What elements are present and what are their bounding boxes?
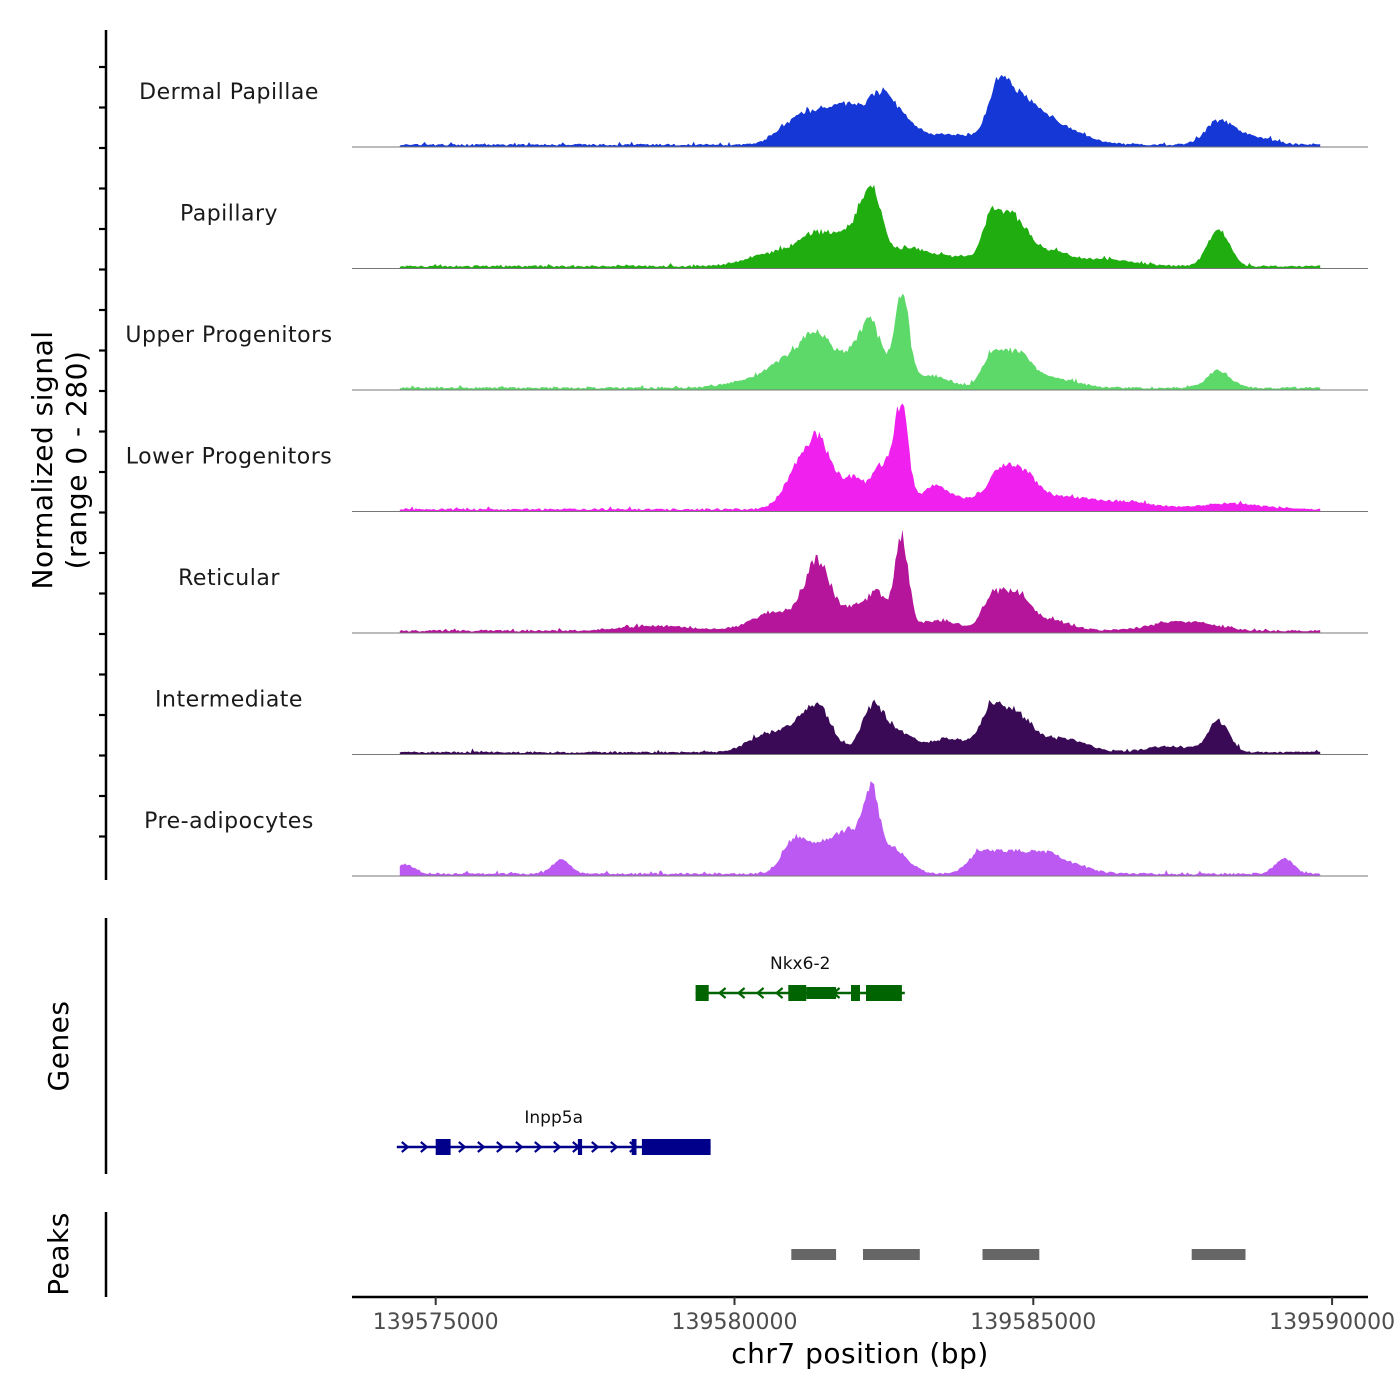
strand-arrow	[553, 1141, 562, 1153]
gene-exon	[631, 1139, 637, 1155]
strand-arrow	[477, 1141, 486, 1153]
gene-nkx6-2: Nkx6-2	[695, 954, 905, 1001]
strand-arrow	[774, 987, 784, 999]
x-tick-label: 139580000	[672, 1310, 798, 1335]
peaks-track-title: Peaks	[42, 1212, 75, 1296]
peak-region	[982, 1249, 1040, 1260]
peak-region	[863, 1249, 920, 1260]
track-label: Reticular	[178, 566, 280, 591]
signal-area	[399, 529, 1321, 633]
gene-exon	[806, 987, 837, 999]
peaks-track	[791, 1249, 1246, 1260]
gene-exon	[788, 985, 807, 1001]
signal-area	[399, 184, 1321, 269]
track-label: Dermal Papillae	[139, 80, 319, 105]
x-tick-label: 139590000	[1269, 1310, 1395, 1335]
signal-area	[399, 293, 1321, 390]
signal-area	[399, 74, 1321, 147]
gene-label: Inpp5a	[524, 1108, 583, 1128]
track-lower-progenitors: Lower Progenitors	[126, 403, 1368, 512]
track-papillary: Papillary	[180, 184, 1368, 269]
signal-area	[399, 781, 1321, 876]
gene-exon	[435, 1139, 451, 1155]
strand-arrow	[401, 1141, 410, 1153]
track-label: Upper Progenitors	[125, 323, 332, 348]
strand-arrow	[420, 1141, 429, 1153]
gene-annotation-track: Nkx6-2 Inpp5a	[396, 954, 905, 1155]
y-axis-title-line1: Normalized signal	[26, 330, 59, 589]
x-axis-title: chr7 position (bp)	[731, 1337, 989, 1370]
gene-exon	[851, 985, 860, 1001]
strand-arrow	[515, 1141, 524, 1153]
gene-exon	[866, 985, 902, 1001]
gene-label: Nkx6-2	[770, 954, 830, 974]
gene-exon	[641, 1139, 711, 1155]
x-tick-label: 139575000	[373, 1310, 499, 1335]
y-axis-title-line2: (range 0 - 280)	[60, 351, 93, 570]
strand-arrow	[496, 1141, 505, 1153]
gene-exon	[695, 985, 709, 1001]
peak-region	[1191, 1249, 1246, 1260]
strand-arrow	[534, 1141, 543, 1153]
strand-arrow	[717, 987, 727, 999]
x-axis-ticks: 139575000 139580000 139585000 139590000	[373, 1297, 1395, 1335]
strand-arrow	[736, 987, 746, 999]
track-label: Pre-adipocytes	[144, 809, 314, 834]
signal-y-axis-title: Normalized signal (range 0 - 280)	[26, 330, 93, 589]
gene-exon	[577, 1139, 583, 1155]
signal-area	[399, 699, 1321, 755]
track-label: Lower Progenitors	[126, 445, 332, 470]
strand-arrow	[610, 1141, 619, 1153]
track-label: Papillary	[180, 202, 278, 227]
signal-area	[399, 403, 1321, 512]
track-intermediate: Intermediate	[155, 688, 1368, 755]
track-reticular: Reticular	[178, 529, 1368, 634]
gene-inpp5a: Inpp5a	[396, 1108, 711, 1155]
strand-arrow	[458, 1141, 467, 1153]
track-label: Intermediate	[155, 688, 303, 713]
x-tick-label: 139585000	[970, 1310, 1096, 1335]
strand-arrow	[755, 987, 765, 999]
signal-y-axis-ticks	[99, 65, 106, 838]
track-upper-progenitors: Upper Progenitors	[125, 293, 1368, 391]
peak-region	[791, 1249, 837, 1260]
strand-arrow	[591, 1141, 600, 1153]
track-pre-adipocytes: Pre-adipocytes	[144, 781, 1368, 877]
genes-track-title: Genes	[42, 1001, 75, 1092]
track-dermal-papillae: Dermal Papillae	[139, 74, 1368, 148]
signal-tracks: Dermal Papillae Papillary Upper Progenitor…	[125, 74, 1368, 877]
